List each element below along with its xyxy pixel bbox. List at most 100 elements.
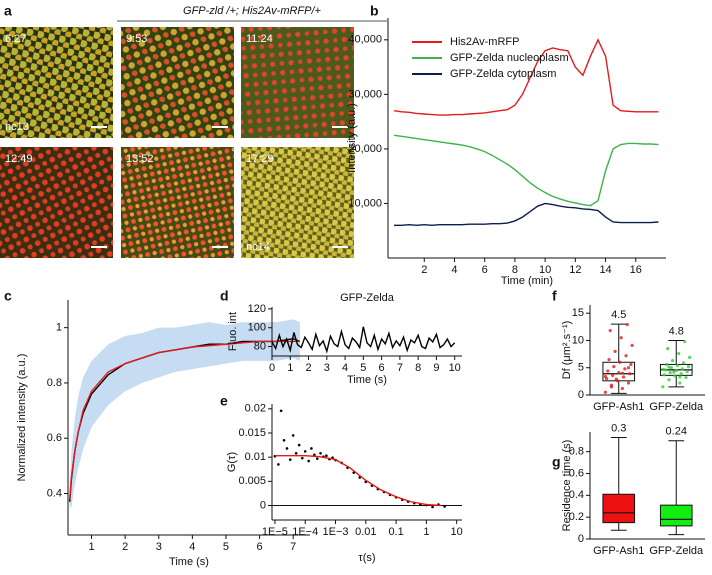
y-axis-label: Intensity (a.u.) <box>346 103 358 173</box>
data-point <box>662 373 666 377</box>
x-tick-label: GFP-Zelda <box>649 401 704 413</box>
data-point <box>325 454 328 458</box>
data-point <box>608 329 612 333</box>
y-axis-label: Fluo. int <box>227 312 239 351</box>
y-tick-label: 0.015 <box>238 427 266 439</box>
data-point <box>679 372 683 376</box>
data-point <box>624 354 628 358</box>
data-point <box>678 381 682 385</box>
data-point <box>288 458 292 461</box>
x-tick-label: 1E−4 <box>292 526 318 538</box>
y-tick-label: 10,000 <box>348 197 382 209</box>
x-tick-label: GFP-Zelda <box>649 545 704 557</box>
data-point <box>629 362 633 367</box>
x-tick-label: 2 <box>122 541 128 553</box>
mean-label: 0.24 <box>666 426 687 438</box>
data-point <box>319 452 322 455</box>
x-tick-label: 3 <box>156 541 162 553</box>
timestamp: 17:29 <box>246 153 274 165</box>
x-tick-label: 5 <box>223 541 229 553</box>
data-point <box>669 366 673 370</box>
data-point <box>619 336 623 340</box>
data-point <box>315 457 319 460</box>
y-axis-label: Residence time (s) <box>561 440 573 532</box>
y-tick-label: 0.02 <box>245 403 266 415</box>
x-tick-label: GFP-Ash1 <box>593 401 644 413</box>
data-point <box>313 453 316 457</box>
x-tick-label: 5 <box>360 362 366 374</box>
x-tick-label: 14 <box>599 264 611 276</box>
timestamp: 11:24 <box>246 33 273 45</box>
data-point <box>611 373 615 377</box>
data-point <box>614 377 618 381</box>
data-point <box>628 372 632 376</box>
micrograph <box>0 147 113 258</box>
x-tick-label: 1 <box>88 541 94 553</box>
data-line <box>271 326 456 354</box>
x-tick-label: 4 <box>342 362 348 374</box>
x-tick-label: 1 <box>423 526 429 538</box>
data-point <box>667 365 671 369</box>
data-point <box>672 370 676 374</box>
data-point <box>666 347 670 351</box>
data-point <box>620 371 624 375</box>
error-band <box>69 319 300 508</box>
x-tick-label: 0.1 <box>388 526 403 538</box>
y-tick-label: 0.2 <box>569 511 584 523</box>
box <box>659 504 693 527</box>
data-point <box>606 369 610 373</box>
panel-label: b <box>370 3 379 19</box>
data-point <box>277 463 280 466</box>
data-line <box>393 134 659 207</box>
data-point <box>674 368 678 373</box>
data-point <box>297 443 301 447</box>
stage-label: nc13 <box>5 121 29 133</box>
data-line <box>394 202 659 226</box>
data-point <box>603 374 607 379</box>
x-tick-label: 10 <box>449 362 461 374</box>
y-tick-label: 40,000 <box>348 34 382 46</box>
data-point <box>625 323 629 327</box>
timestamp: 13:52 <box>126 153 154 165</box>
x-tick-label: 8 <box>415 362 421 374</box>
data-point <box>603 390 607 394</box>
y-tick-label: 20,000 <box>348 143 382 155</box>
y-tick-label: 0.4 <box>47 487 62 499</box>
mean-label: 4.5 <box>611 309 626 321</box>
y-axis-label: Df (μm².s⁻¹) <box>561 321 573 380</box>
legend-label: GFP-Zelda nucleoplasm <box>450 52 569 64</box>
legend-label: His2Av-mRFP <box>450 36 519 48</box>
x-tick-label: 8 <box>512 264 518 276</box>
y-tick-label: 0.8 <box>47 377 62 389</box>
panel-label: f <box>552 288 557 304</box>
x-tick-label: 1 <box>287 362 293 374</box>
x-tick-label: 7 <box>397 362 403 374</box>
data-point <box>431 505 434 509</box>
y-tick-label: 0.6 <box>569 467 584 479</box>
data-point <box>683 339 687 344</box>
x-tick-label: 2 <box>305 362 311 374</box>
y-tick-label: 0.8 <box>569 446 584 458</box>
data-point <box>300 456 304 460</box>
data-point <box>626 381 631 385</box>
panel-label: c <box>4 288 12 304</box>
mean-label: 0.3 <box>611 422 626 434</box>
micrograph <box>121 147 234 258</box>
y-tick-label: 30,000 <box>348 88 382 100</box>
y-tick-label: 0.4 <box>569 489 584 501</box>
data-point <box>613 349 617 353</box>
data-point <box>630 343 634 347</box>
y-tick-label: 0 <box>260 499 266 511</box>
data-point <box>681 361 686 365</box>
x-tick-label: 6 <box>482 264 488 276</box>
y-tick-label: 120 <box>248 303 266 315</box>
panel-label: e <box>220 393 228 409</box>
data-point <box>607 357 611 362</box>
x-tick-label: 1E−5 <box>262 526 288 538</box>
y-tick-label: 5 <box>578 362 584 374</box>
x-axis-label: Time (s) <box>347 374 387 386</box>
x-tick-label: 16 <box>630 264 642 276</box>
data-point <box>673 374 677 378</box>
x-tick-label: 4 <box>189 541 195 553</box>
